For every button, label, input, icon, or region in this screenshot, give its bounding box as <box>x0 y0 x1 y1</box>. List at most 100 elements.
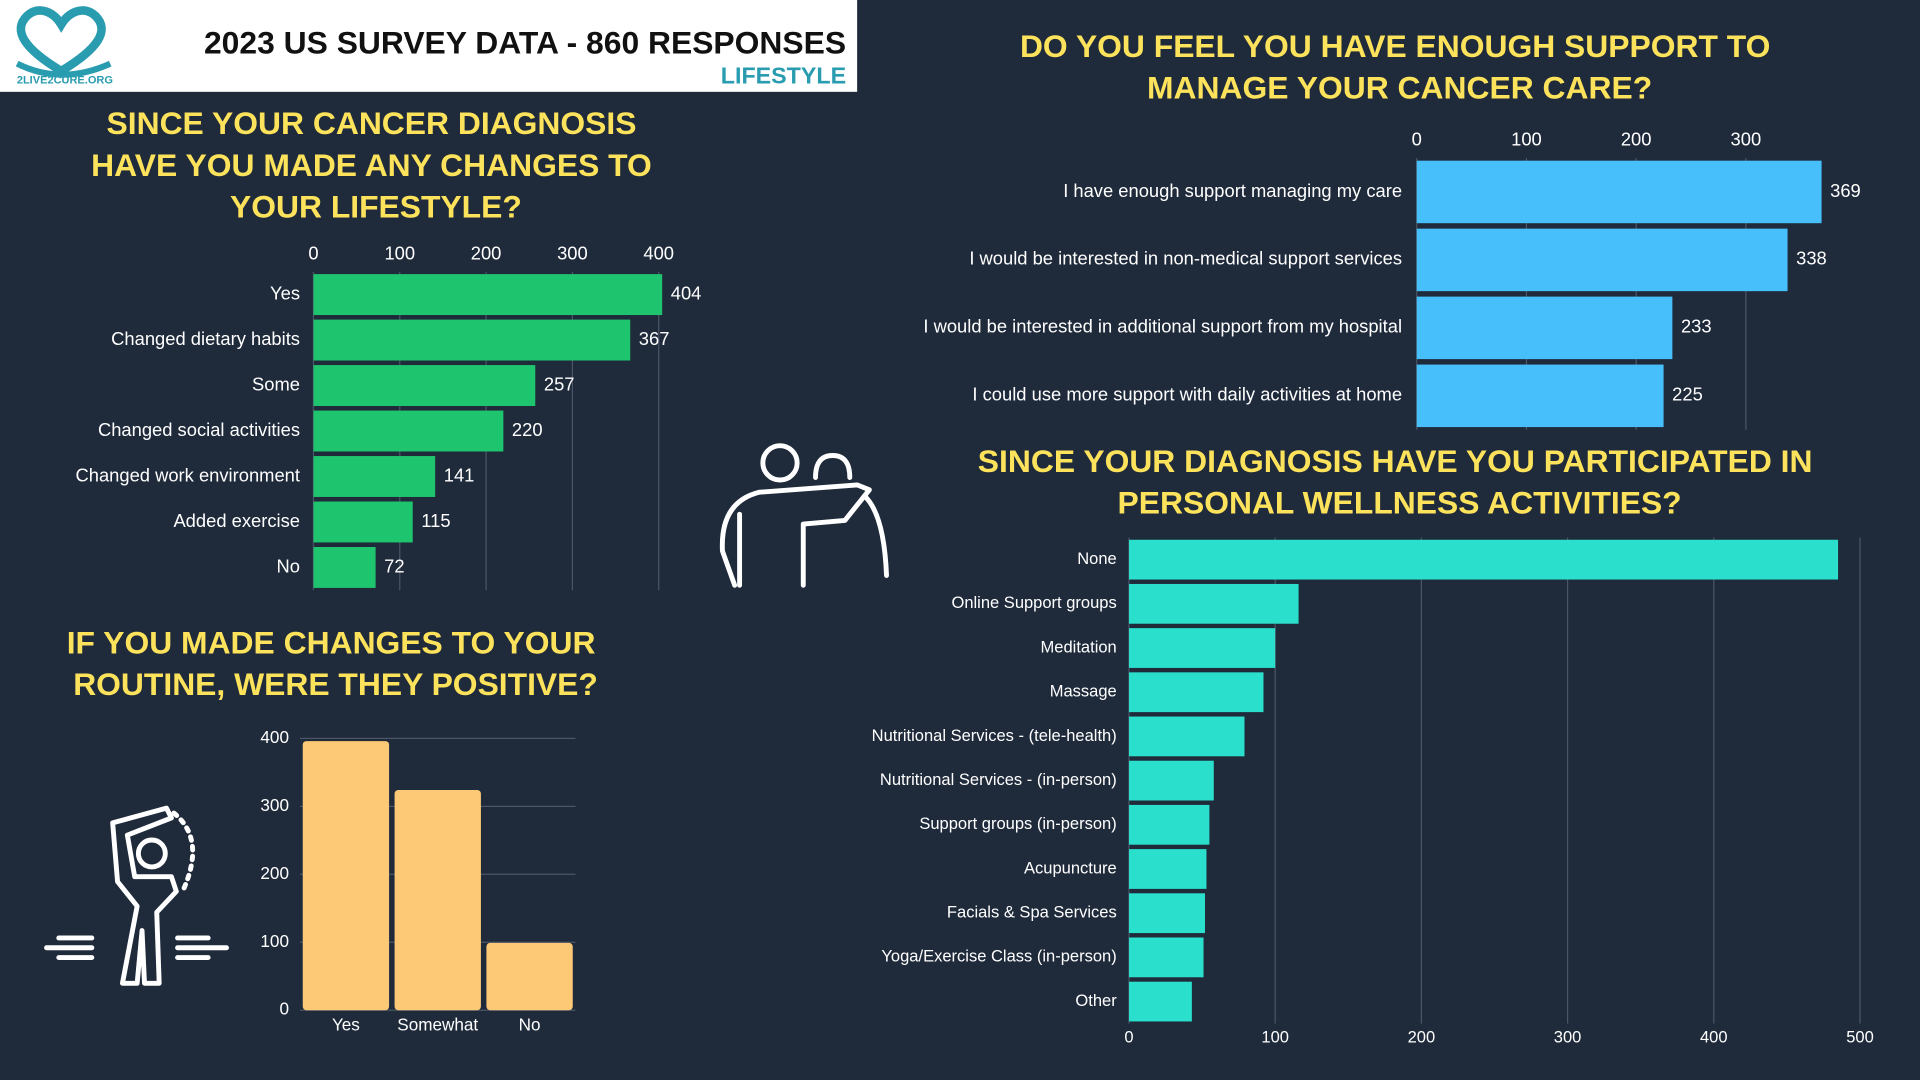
category-label: I would be interested in non-medical sup… <box>969 248 1402 269</box>
category-label: Yes <box>332 1015 360 1035</box>
bar <box>1128 583 1299 624</box>
category-label: Changed work environment <box>75 464 300 485</box>
title-line: ROUTINE, WERE THEY POSITIVE? <box>73 666 598 702</box>
logo-swoosh <box>15 60 112 78</box>
x-tick-label: 100 <box>384 243 415 264</box>
bar <box>1128 628 1276 668</box>
category-label: Acupuncture <box>1024 858 1117 877</box>
x-tick-label: 400 <box>1700 1028 1728 1047</box>
title-line: YOUR LIFESTYLE? <box>230 189 522 225</box>
icon-motion-lines <box>44 935 229 960</box>
y-tick-label: 400 <box>260 727 289 747</box>
category-label: Nutritional Services - (tele-health) <box>872 726 1117 745</box>
x-tick-label: 0 <box>1412 129 1422 150</box>
x-tick-label: 100 <box>1511 129 1542 150</box>
bar <box>1416 228 1788 292</box>
exercise-icon <box>44 805 229 986</box>
x-tick-label: 0 <box>308 243 318 264</box>
category-label: Support groups (in-person) <box>919 814 1116 833</box>
value-label: 367 <box>639 328 670 349</box>
x-tick-label: 500 <box>1846 1028 1874 1047</box>
category-label: I could use more support with daily acti… <box>972 384 1402 405</box>
title-line: SINCE YOUR CANCER DIAGNOSIS <box>107 106 646 142</box>
category-label: Changed social activities <box>98 419 300 440</box>
y-tick-label: 300 <box>260 795 289 815</box>
value-label: 233 <box>1681 316 1712 337</box>
chart-title: IF YOU MADE CHANGES TO YOUR ROUTINE, WER… <box>67 625 605 703</box>
category-label: None <box>1077 549 1116 568</box>
bar <box>394 790 481 1011</box>
bar <box>313 410 504 452</box>
support-icon <box>719 443 889 588</box>
bar <box>486 942 573 1011</box>
logo-heart <box>16 6 106 77</box>
value-label: 338 <box>1796 248 1827 269</box>
bar <box>1416 364 1664 428</box>
category-label: I would be interested in additional supp… <box>923 316 1402 337</box>
x-tick-label: 300 <box>1554 1028 1582 1047</box>
bar <box>313 319 631 361</box>
value-label: 72 <box>384 555 404 576</box>
bar <box>313 546 376 588</box>
x-tick-label: 0 <box>1124 1028 1133 1047</box>
chart-title: SINCE YOUR CANCER DIAGNOSIS HAVE YOU MAD… <box>91 106 660 225</box>
category-label: Added exercise <box>173 510 300 531</box>
bar <box>302 741 390 1011</box>
icon-arc <box>171 810 196 892</box>
bar <box>1416 296 1673 360</box>
category-label: Changed dietary habits <box>111 328 300 349</box>
bar <box>1128 849 1207 889</box>
category-label: I have enough support managing my care <box>1063 180 1402 201</box>
value-label: 404 <box>671 282 702 303</box>
title-line: DO YOU FEEL YOU HAVE ENOUGH SUPPORT TO <box>1020 28 1779 64</box>
icon-head <box>760 443 800 483</box>
x-tick-label: 300 <box>1731 129 1762 150</box>
x-tick-label: 200 <box>1621 129 1652 150</box>
category-label: Massage <box>1050 682 1117 701</box>
category-label: Online Support groups <box>951 593 1116 612</box>
category-label: Yes <box>270 282 300 303</box>
category-label: Nutritional Services - (in-person) <box>880 770 1117 789</box>
x-tick-label: 300 <box>557 243 588 264</box>
value-label: 220 <box>512 419 543 440</box>
bar <box>1128 981 1192 1022</box>
bar <box>1128 539 1839 580</box>
x-tick-label: 200 <box>471 243 502 264</box>
category-label: No <box>519 1015 541 1035</box>
header-title: 2023 US SURVEY DATA - 860 RESPONSES <box>204 25 846 61</box>
icon-person-right <box>737 453 889 588</box>
value-label: 257 <box>544 373 575 394</box>
icon-body <box>110 805 179 986</box>
category-label: Somewhat <box>397 1015 478 1035</box>
title-line: IF YOU MADE CHANGES TO YOUR <box>67 625 605 661</box>
icon-head <box>135 837 168 870</box>
bar <box>1416 160 1822 224</box>
value-label: 115 <box>421 510 450 531</box>
bar <box>313 365 536 407</box>
category-label: Other <box>1075 991 1117 1010</box>
category-label: Meditation <box>1041 637 1117 656</box>
bar <box>1128 716 1245 757</box>
bar <box>313 274 663 316</box>
title-line: HAVE YOU MADE ANY CHANGES TO <box>91 147 660 183</box>
chart-title: SINCE YOUR DIAGNOSIS HAVE YOU PARTICIPAT… <box>978 443 1822 521</box>
bar <box>1128 672 1264 713</box>
y-tick-label: 100 <box>260 931 289 951</box>
bar <box>1128 760 1214 801</box>
value-label: 225 <box>1672 384 1703 405</box>
value-label: 141 <box>444 464 475 485</box>
category-label: No <box>277 555 300 576</box>
category-label: Facials & Spa Services <box>947 903 1117 922</box>
logo-text: 2LIVE2CURE.ORG <box>17 75 113 87</box>
x-tick-label: 400 <box>643 243 674 264</box>
x-tick-label: 200 <box>1408 1028 1436 1047</box>
header-subtitle: LIFESTYLE <box>721 62 846 88</box>
y-tick-label: 200 <box>260 863 289 883</box>
bar <box>1128 937 1204 978</box>
x-tick-label: 100 <box>1261 1028 1289 1047</box>
bar <box>1128 804 1210 845</box>
title-line: MANAGE YOUR CANCER CARE? <box>1147 70 1652 106</box>
value-label: 369 <box>1830 180 1861 201</box>
header-box <box>0 0 858 92</box>
